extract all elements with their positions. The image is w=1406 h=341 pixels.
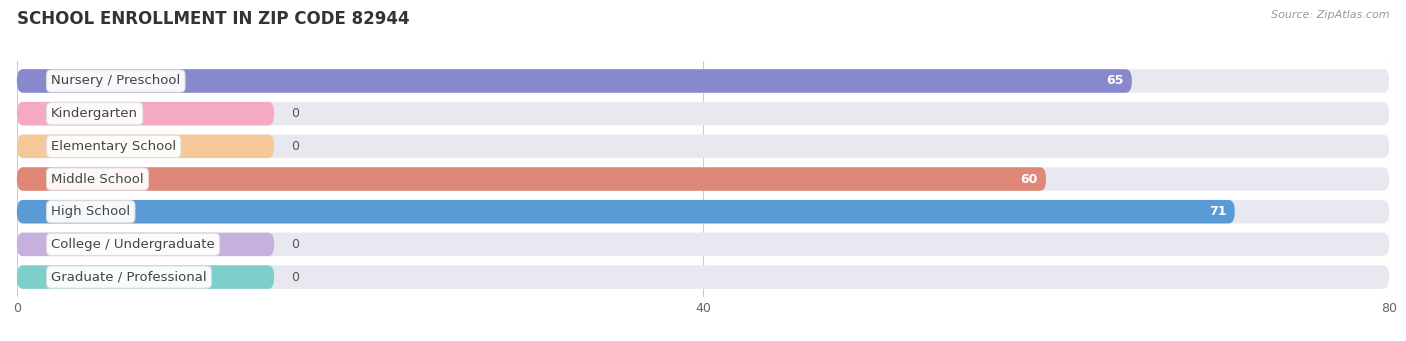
FancyBboxPatch shape xyxy=(17,200,1234,223)
FancyBboxPatch shape xyxy=(17,102,1389,125)
Text: High School: High School xyxy=(51,205,131,218)
Text: 65: 65 xyxy=(1107,74,1123,88)
Text: 0: 0 xyxy=(291,107,299,120)
Text: Kindergarten: Kindergarten xyxy=(51,107,138,120)
FancyBboxPatch shape xyxy=(17,233,274,256)
Text: 71: 71 xyxy=(1209,205,1226,218)
Text: 0: 0 xyxy=(291,140,299,153)
FancyBboxPatch shape xyxy=(17,265,274,289)
FancyBboxPatch shape xyxy=(17,69,1389,93)
FancyBboxPatch shape xyxy=(17,200,1389,223)
FancyBboxPatch shape xyxy=(17,265,1389,289)
Text: SCHOOL ENROLLMENT IN ZIP CODE 82944: SCHOOL ENROLLMENT IN ZIP CODE 82944 xyxy=(17,10,409,28)
FancyBboxPatch shape xyxy=(17,135,274,158)
FancyBboxPatch shape xyxy=(17,233,1389,256)
Text: 0: 0 xyxy=(291,270,299,284)
Text: Nursery / Preschool: Nursery / Preschool xyxy=(51,74,180,88)
Text: Source: ZipAtlas.com: Source: ZipAtlas.com xyxy=(1271,10,1389,20)
FancyBboxPatch shape xyxy=(17,167,1389,191)
FancyBboxPatch shape xyxy=(17,135,1389,158)
Text: Middle School: Middle School xyxy=(51,173,143,186)
Text: College / Undergraduate: College / Undergraduate xyxy=(51,238,215,251)
Text: Graduate / Professional: Graduate / Professional xyxy=(51,270,207,284)
FancyBboxPatch shape xyxy=(17,102,274,125)
Text: 60: 60 xyxy=(1021,173,1038,186)
FancyBboxPatch shape xyxy=(17,167,1046,191)
FancyBboxPatch shape xyxy=(17,69,1132,93)
Text: Elementary School: Elementary School xyxy=(51,140,176,153)
Text: 0: 0 xyxy=(291,238,299,251)
